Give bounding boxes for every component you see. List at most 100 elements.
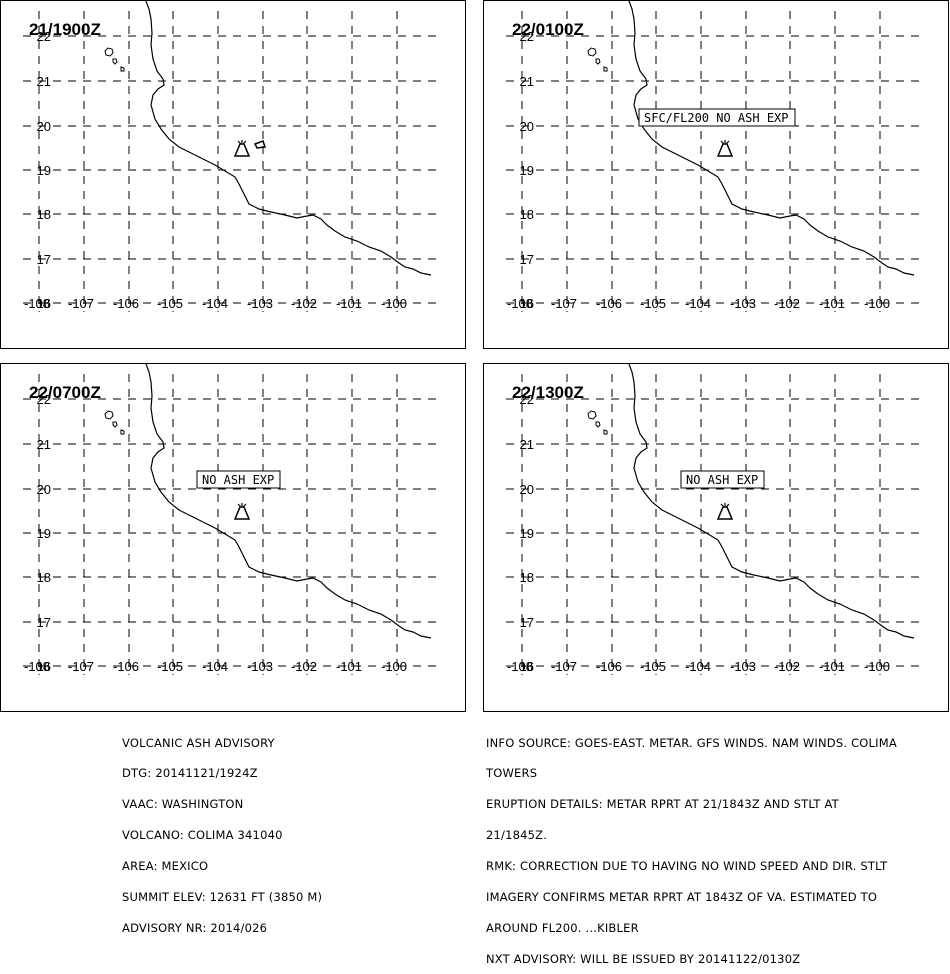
island xyxy=(587,47,597,57)
latitude-label: 21 xyxy=(520,437,534,452)
longitude-label: -104 xyxy=(685,296,711,311)
latitude-label: 19 xyxy=(520,163,534,178)
longitude-label: -100 xyxy=(864,296,890,311)
details-line: 21/1845Z. xyxy=(486,828,548,843)
ash-status-box: NO ASH EXP xyxy=(680,470,765,489)
longitude-label: -108 xyxy=(507,659,533,674)
island xyxy=(104,47,114,57)
longitude-label: -106 xyxy=(596,296,622,311)
ash-status-text: SFC/FL200 NO ASH EXP xyxy=(644,111,789,125)
advisory-line: SUMMIT ELEV: 12631 FT (3850 M) xyxy=(122,890,323,905)
island xyxy=(603,66,608,72)
island xyxy=(112,421,118,428)
volcano-icon xyxy=(233,140,251,157)
longitude-label: -104 xyxy=(202,296,228,311)
latitude-label: 21 xyxy=(520,74,534,89)
latitude-label: 21 xyxy=(37,437,51,452)
map-canvas: 22 21 20 19 18 17 16-108 -107 -106 -105 -104 -103 -1… xyxy=(506,1,922,312)
longitude-label: -107 xyxy=(68,296,94,311)
island xyxy=(120,66,125,72)
advisory-line: DTG: 20141121/1924Z xyxy=(122,766,258,781)
island xyxy=(595,421,601,428)
forecast-time-label: 22/0700Z xyxy=(29,383,101,402)
forecast-panel-3: 22 21 20 19 18 17 16 -108 -107 -106 -105 -104 -103 -1… xyxy=(0,363,466,712)
longitude-label: -103 xyxy=(730,296,756,311)
longitude-label: -108 xyxy=(24,659,50,674)
longitude-label: -104 xyxy=(685,659,711,674)
island xyxy=(104,410,114,420)
volcano-icon xyxy=(716,140,734,157)
longitude-label: -102 xyxy=(774,659,800,674)
latitude-label: 16 xyxy=(520,659,534,674)
advisory-line: VAAC: WASHINGTON xyxy=(122,797,244,812)
forecast-time-label: 22/1300Z xyxy=(512,383,584,402)
longitude-label: -107 xyxy=(551,296,577,311)
coastline xyxy=(628,364,915,639)
latitude-label: 18 xyxy=(520,570,534,585)
coastline xyxy=(145,364,432,639)
latitude-label: 19 xyxy=(37,526,51,541)
island xyxy=(120,429,125,435)
latitude-label: 16 xyxy=(520,296,534,311)
latitude-label: 20 xyxy=(520,482,534,497)
latitude-label: 18 xyxy=(37,570,51,585)
island xyxy=(603,429,608,435)
latitude-label: 18 xyxy=(520,207,534,222)
longitude-label: -105 xyxy=(157,296,183,311)
ash-status-box: NO ASH EXP xyxy=(196,470,281,489)
island xyxy=(587,410,597,420)
latitude-label: 16 xyxy=(37,296,51,311)
map-canvas: 22 21 20 19 18 17 16-108 -107 -106 -105 -104 -103 -1… xyxy=(23,1,439,312)
latitude-label: 16 xyxy=(37,659,51,674)
longitude-label: -103 xyxy=(730,659,756,674)
ash-status-text: NO ASH EXP xyxy=(686,473,758,487)
advisory-header: VOLCANIC ASH ADVISORY DTG: 20141121/1924… xyxy=(122,717,322,944)
details-line: AROUND FL200. ...KIBLER xyxy=(486,920,639,935)
latitude-label: 21 xyxy=(37,74,51,89)
longitude-label: -107 xyxy=(68,659,94,674)
island xyxy=(595,58,601,65)
longitude-label: -100 xyxy=(381,296,407,311)
latitude-label: 22 xyxy=(520,392,534,407)
volcano-icon xyxy=(716,503,734,520)
longitude-label: -102 xyxy=(774,296,800,311)
latitude-label: 17 xyxy=(37,252,51,267)
latitude-label: 19 xyxy=(37,163,51,178)
map-canvas: 22 21 20 19 18 17 16-108 -107 -106 -105 -104 -103 -1… xyxy=(23,364,439,675)
longitude-label: -108 xyxy=(507,296,533,311)
details-line: IMAGERY CONFIRMS METAR RPRT AT 1843Z OF … xyxy=(486,890,878,905)
longitude-label: -104 xyxy=(202,659,228,674)
map-canvas: 22 21 20 19 18 17 16-108 -107 -106 -105 -104 -103 -1… xyxy=(506,364,922,675)
forecast-panel-2: 22 21 20 19 18 17 16 -108 -107 -106 -105 -104 -103 -1… xyxy=(483,0,949,349)
longitude-label: -103 xyxy=(247,659,273,674)
longitude-label: -102 xyxy=(291,296,317,311)
coastline xyxy=(628,1,915,276)
longitude-label: -107 xyxy=(551,659,577,674)
longitude-label: -105 xyxy=(640,659,666,674)
longitude-label: -103 xyxy=(247,296,273,311)
latitude-label: 17 xyxy=(520,252,534,267)
longitude-label: -101 xyxy=(336,296,362,311)
longitude-label: -101 xyxy=(336,659,362,674)
latitude-label: 18 xyxy=(37,207,51,222)
longitude-label: -101 xyxy=(819,659,845,674)
advisory-line: AREA: MEXICO xyxy=(122,859,209,874)
advisory-line: VOLCANIC ASH ADVISORY xyxy=(122,735,275,750)
longitude-label: -105 xyxy=(640,296,666,311)
details-line: INFO SOURCE: GOES-EAST. METAR. GFS WINDS… xyxy=(486,735,897,750)
longitude-label: -100 xyxy=(864,659,890,674)
longitude-label: -102 xyxy=(291,659,317,674)
longitude-label: -100 xyxy=(381,659,407,674)
details-line: TOWERS xyxy=(486,766,538,781)
advisory-line: ADVISORY NR: 2014/026 xyxy=(122,920,268,935)
latitude-label: 19 xyxy=(520,526,534,541)
volcano-icon xyxy=(233,503,251,520)
details-line: NXT ADVISORY: WILL BE ISSUED BY 20141122… xyxy=(486,951,801,966)
longitude-label: -106 xyxy=(596,659,622,674)
coastline xyxy=(145,1,432,276)
details-line: RMK: CORRECTION DUE TO HAVING NO WIND SP… xyxy=(486,859,888,874)
island xyxy=(112,58,118,65)
ash-status-box: SFC/FL200 NO ASH EXP xyxy=(638,108,796,127)
latitude-label: 20 xyxy=(37,119,51,134)
forecast-time-label: 22/0100Z xyxy=(512,20,584,39)
